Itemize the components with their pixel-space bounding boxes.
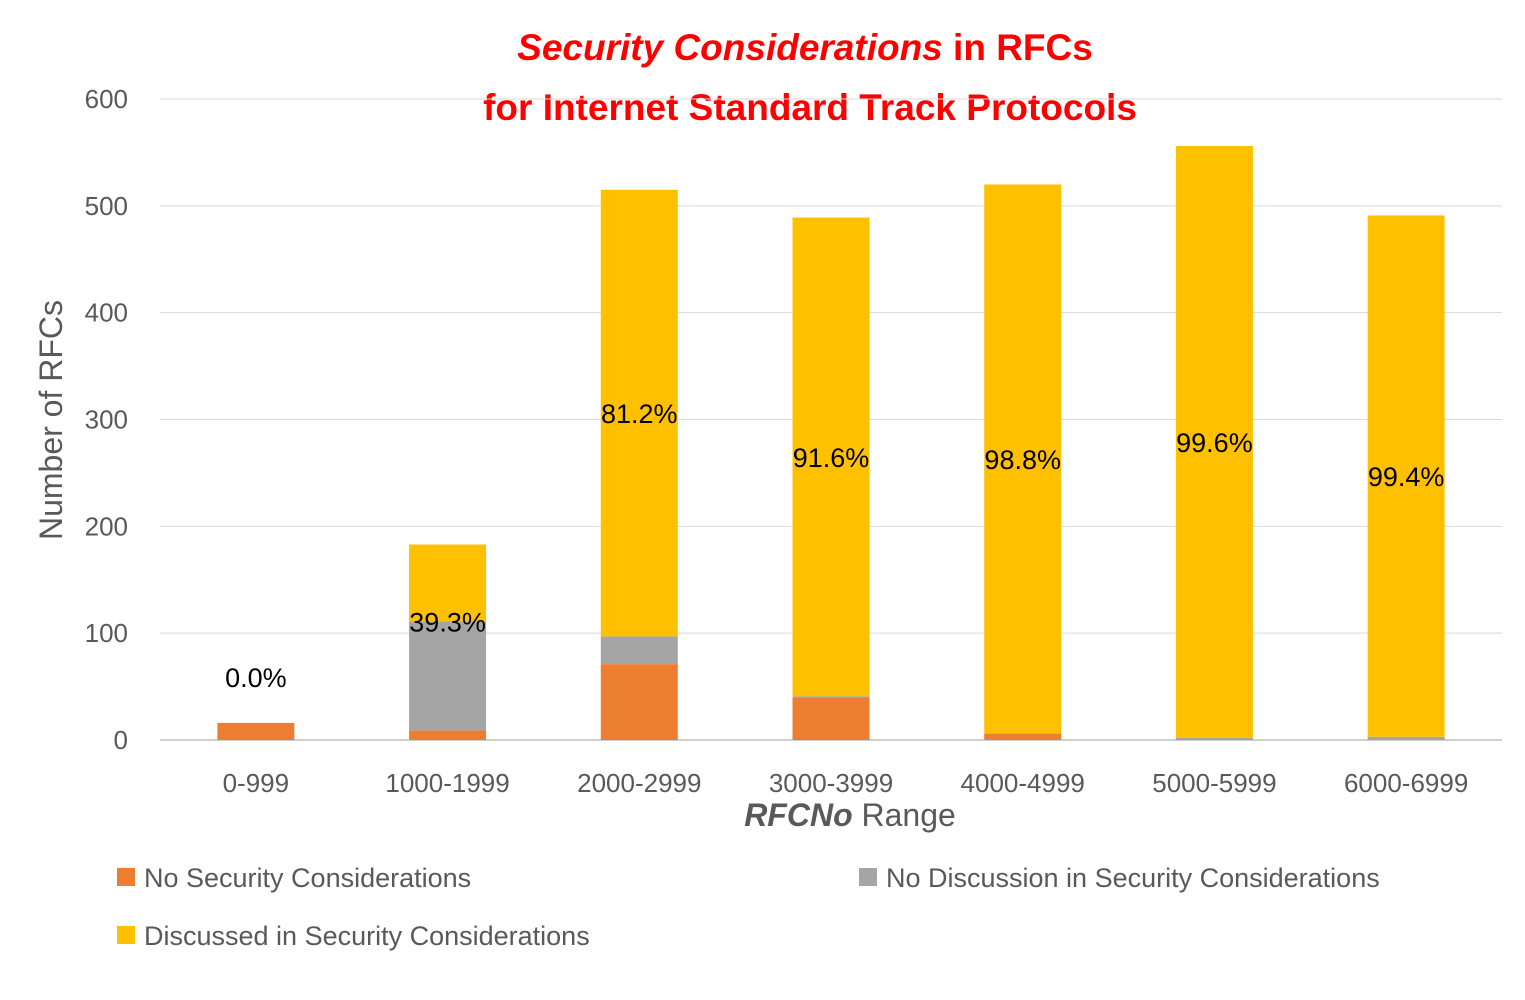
data-label: 99.6%: [1176, 428, 1253, 458]
x-tick-label: 3000-3999: [769, 768, 893, 798]
bar-segment: [409, 730, 487, 740]
bar-segment: [792, 697, 870, 740]
y-tick-label: 0: [114, 725, 128, 755]
chart-title-line1: Security Considerations in RFCs: [517, 27, 1093, 68]
data-label: 99.4%: [1368, 462, 1445, 492]
x-tick-label: 2000-2999: [577, 768, 701, 798]
data-label: 0.0%: [225, 663, 287, 693]
y-tick-label: 300: [85, 405, 128, 435]
bar-segment: [1175, 737, 1253, 740]
legend-swatch: [859, 868, 877, 886]
legend-swatch: [117, 868, 135, 886]
bar-segment: [1175, 146, 1253, 738]
x-axis-ticks: 0-999 1000-1999 2000-2999 3000-3999 4000-499…: [223, 768, 1469, 798]
x-tick-label: 5000-5999: [1152, 768, 1276, 798]
bar-segment: [217, 722, 295, 740]
bars: [217, 146, 1445, 740]
bar-segment: [409, 621, 487, 731]
bar-segment: [409, 544, 487, 622]
y-tick-label: 500: [85, 191, 128, 221]
x-tick-label: 6000-6999: [1344, 768, 1468, 798]
bar-segment: [1367, 736, 1445, 740]
data-label: 81.2%: [601, 399, 678, 429]
bar-segment: [600, 664, 678, 740]
y-tick-label: 400: [85, 298, 128, 328]
bar-segment: [792, 696, 870, 698]
bar-segment: [600, 189, 678, 637]
y-tick-label: 200: [85, 511, 128, 541]
bar-segment: [984, 733, 1062, 740]
bar-segment: [984, 184, 1062, 734]
data-label: 39.3%: [409, 607, 486, 637]
y-axis-ticks: 0 100 200 300 400 500 600: [85, 84, 128, 755]
x-tick-label: 4000-4999: [961, 768, 1085, 798]
data-labels: 0.0% 39.3% 81.2% 91.6% 98.8% 99.6% 99.4%: [225, 399, 1444, 693]
x-axis-title: RFCNo Range: [744, 797, 956, 833]
x-tick-label: 1000-1999: [385, 768, 509, 798]
bar-segment: [1367, 215, 1445, 737]
y-tick-label: 100: [85, 618, 128, 648]
bar-segment: [600, 636, 678, 665]
chart-title-line2: for Internet Standard Track Protocols: [483, 87, 1137, 128]
y-axis-title: Number of RFCs: [33, 300, 69, 540]
data-label: 91.6%: [793, 443, 870, 473]
x-tick-label: 0-999: [223, 768, 290, 798]
legend-label: Discussed in Security Considerations: [144, 921, 590, 951]
legend: No Security Considerations No Discussion …: [117, 863, 1380, 951]
bar-segment: [792, 217, 870, 697]
y-tick-label: 600: [85, 84, 128, 114]
legend-label: No Security Considerations: [144, 863, 471, 893]
legend-swatch: [117, 926, 135, 944]
legend-label: No Discussion in Security Considerations: [886, 863, 1380, 893]
data-label: 98.8%: [984, 445, 1061, 475]
